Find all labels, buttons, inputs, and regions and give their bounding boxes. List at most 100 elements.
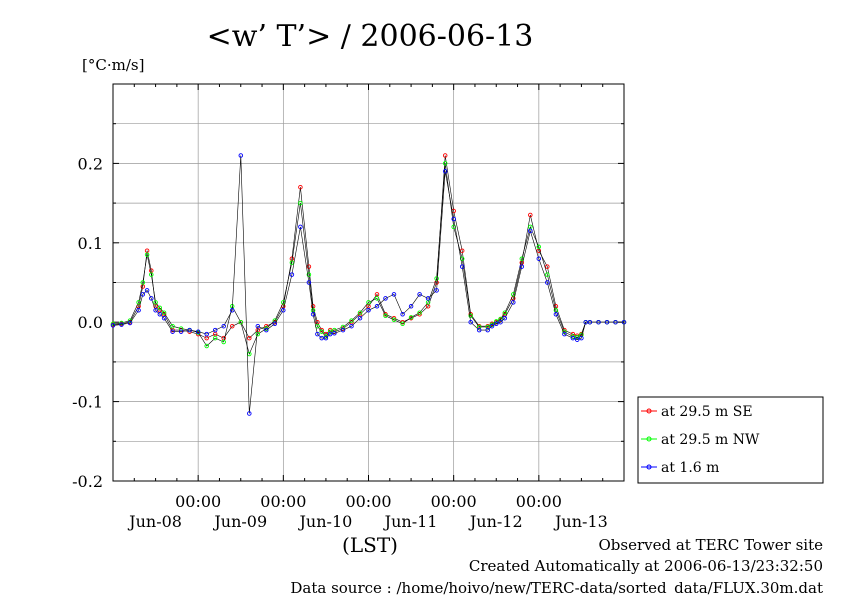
series-2 (110, 153, 627, 416)
data-point (357, 310, 363, 315)
data-point (153, 308, 158, 313)
data-point (459, 264, 465, 269)
x-tick-label-time: 00:00 (260, 492, 306, 511)
data-point (178, 326, 184, 331)
data-point (332, 331, 337, 336)
data-point (587, 319, 593, 325)
data-point (349, 323, 354, 329)
data-point (494, 319, 499, 324)
data-point (391, 292, 397, 297)
data-point (204, 343, 209, 349)
data-point (579, 335, 584, 341)
axis-ticks: 0.2 0.1 0.0 -0.1 -0.2 00:00 00:00 00:00 00:00 00:… (72, 84, 625, 531)
data-point (255, 331, 261, 337)
data-point (144, 288, 150, 293)
x-tick-label-time: 00:00 (431, 492, 477, 511)
data-point (119, 322, 124, 327)
data-point (289, 260, 295, 265)
data-point (613, 319, 618, 325)
data-point (528, 228, 533, 234)
data-point (400, 312, 405, 317)
data-point (247, 335, 252, 341)
data-point (340, 324, 346, 330)
data-point (425, 296, 431, 301)
data-point (255, 323, 261, 329)
data-point (212, 335, 218, 341)
data-point (221, 339, 226, 345)
data-point (140, 280, 146, 285)
y-tick-label: 0.2 (78, 154, 103, 173)
data-point (502, 315, 508, 321)
data-point (485, 327, 490, 333)
data-point (442, 169, 448, 174)
data-point (357, 315, 363, 321)
data-point (247, 411, 252, 416)
data-point (476, 327, 482, 333)
data-point (451, 216, 456, 222)
data-point (144, 252, 150, 257)
data-point (306, 280, 312, 285)
data-point (161, 315, 167, 321)
data-point (553, 312, 559, 317)
data-point (459, 256, 465, 261)
data-point (519, 264, 525, 269)
legend-label: at 29.5 m SE (661, 404, 753, 420)
data-point (349, 318, 354, 323)
data-point (327, 331, 333, 337)
data-point (383, 296, 388, 301)
data-point (170, 323, 175, 329)
y-tick-label: -0.2 (72, 472, 103, 491)
data-point (451, 224, 456, 230)
series-line (112, 155, 624, 414)
data-point (476, 324, 482, 330)
data-point (289, 272, 295, 277)
data-point (434, 288, 439, 293)
data-point (536, 256, 542, 261)
x-axis-label: (LST) (342, 533, 398, 557)
data-point (264, 327, 269, 333)
data-point (327, 329, 333, 334)
data-point (170, 329, 175, 334)
legend-box (637, 396, 824, 484)
data-point (621, 319, 627, 325)
data-point (110, 323, 116, 328)
footer-source: Data source : /home/hoivo/new/TERC-data/… (290, 579, 823, 595)
data-point (310, 312, 316, 317)
data-point (374, 296, 380, 301)
data-point (136, 308, 141, 313)
data-point (417, 292, 422, 297)
data-point (140, 292, 146, 297)
data-point (451, 208, 456, 214)
data-point (366, 300, 371, 305)
data-point (298, 200, 303, 206)
data-point (536, 244, 542, 250)
data-point (178, 329, 184, 334)
x-tick-label-day: Jun-11 (383, 512, 438, 531)
data-point (374, 304, 380, 309)
data-point (468, 319, 473, 325)
series-line (112, 163, 624, 355)
data-point (574, 337, 580, 342)
data-point (502, 310, 508, 315)
legend-label: at 29.5 m NW (661, 432, 760, 448)
data-point (417, 310, 422, 315)
y-tick-label: 0.0 (78, 313, 103, 332)
data-point (298, 224, 303, 230)
data-point (442, 153, 448, 158)
data-point (272, 321, 278, 327)
data-point (545, 280, 550, 285)
data-point (110, 321, 116, 327)
x-tick-label-day: Jun-10 (298, 512, 353, 531)
data-point (149, 296, 154, 301)
legend-swatch-marker (646, 408, 652, 414)
data-point (489, 323, 495, 329)
footer-observed: Observed at TERC Tower site (598, 536, 823, 554)
legend: at 29.5 m SE at 29.5 m NW at 1.6 m (637, 396, 824, 484)
data-point (434, 276, 439, 281)
data-point (157, 312, 163, 317)
legend-swatch-marker (646, 464, 652, 470)
data-point (596, 319, 601, 325)
data-point (442, 161, 448, 166)
data-point (157, 305, 163, 311)
